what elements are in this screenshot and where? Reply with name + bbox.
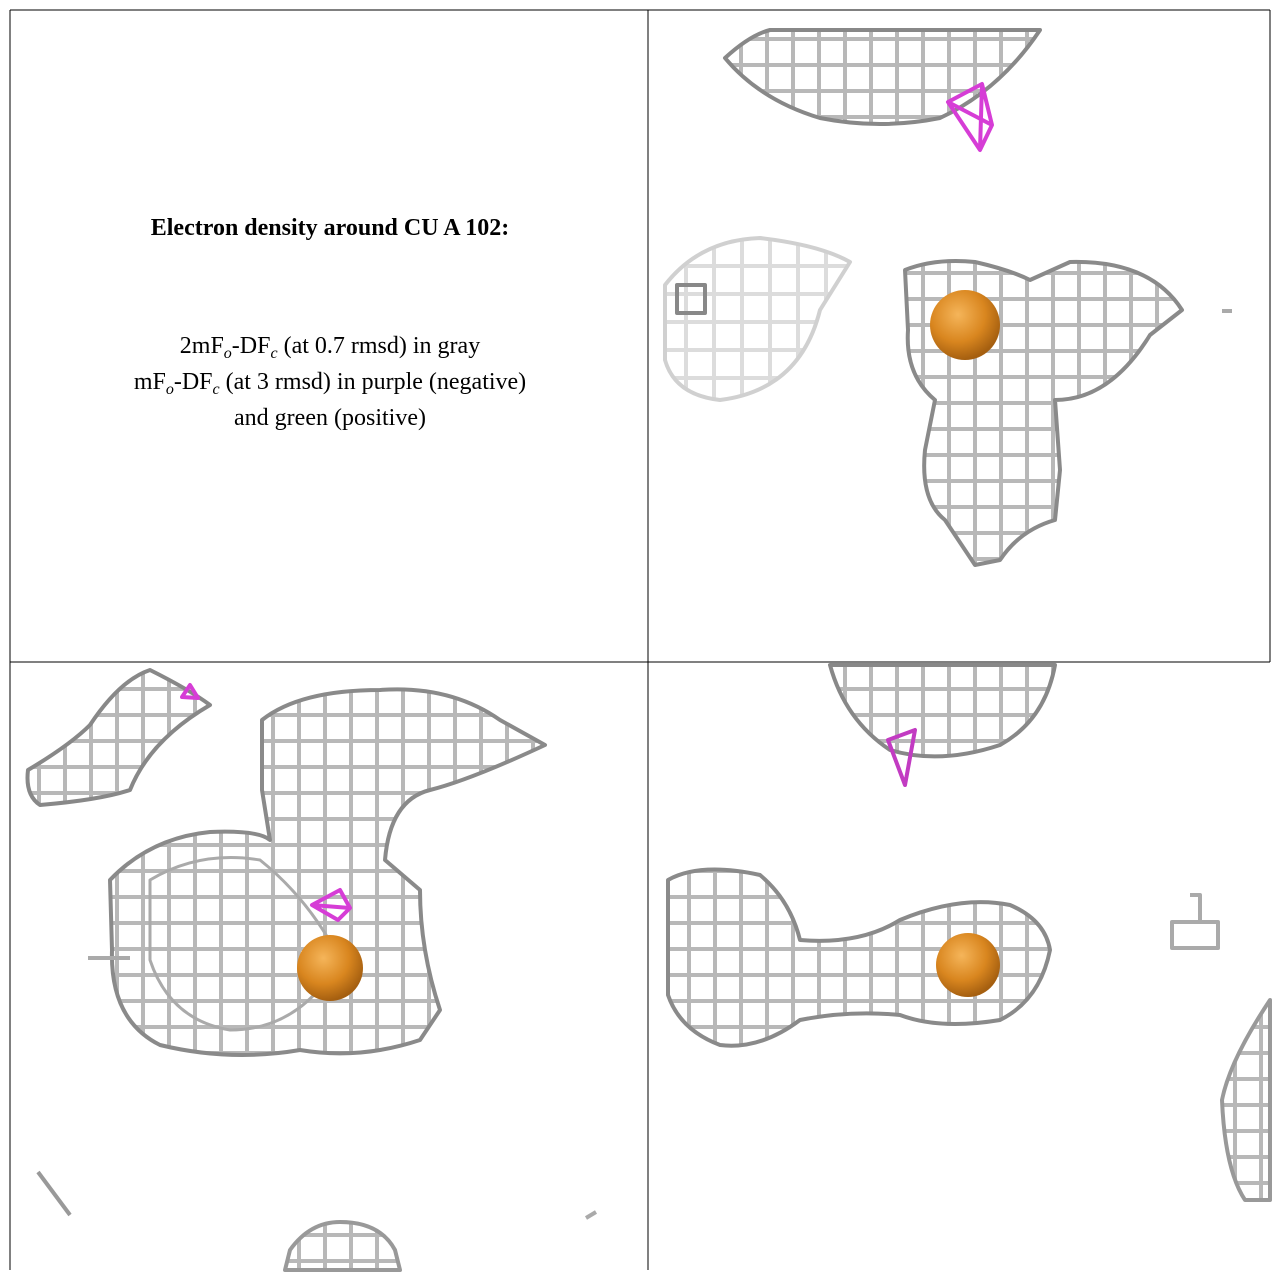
legend-text: -DF — [231, 333, 271, 359]
difference-density-negative — [180, 683, 200, 700]
density-mesh — [675, 283, 707, 315]
legend-lines: 2mFo-DFc (at 0.7 rmsd) in gray mFo-DFc (a… — [12, 328, 648, 436]
legend-text: 2mF — [179, 333, 224, 359]
density-mesh — [283, 1220, 402, 1272]
legend-text: (at 0.7 rmsd) in gray — [277, 333, 481, 359]
density-panel-1 — [663, 28, 1232, 567]
density-mesh — [663, 236, 852, 402]
density-mesh — [108, 687, 547, 1057]
copper-ion — [936, 933, 1000, 997]
density-mesh — [828, 663, 1057, 759]
density-panel-2 — [25, 668, 598, 1272]
subscript: c — [212, 381, 220, 398]
legend-panel: Electron density around CU A 102: 2mFo-D… — [12, 10, 648, 662]
subscript: o — [165, 381, 174, 398]
legend-text: and green (positive) — [234, 405, 426, 431]
density-fragment — [584, 1210, 598, 1220]
panel-title: Electron density around CU A 102: — [150, 215, 510, 241]
legend-text: mF — [133, 369, 166, 395]
difference-density-negative — [886, 728, 917, 787]
subscript: o — [223, 345, 232, 362]
legend-line: 2mFo-DFc (at 0.7 rmsd) in gray — [12, 328, 648, 364]
frame — [9, 9, 1271, 1270]
copper-ion — [297, 935, 363, 1001]
legend-line: and green (positive) — [12, 400, 648, 436]
density-mesh — [1170, 893, 1220, 950]
density-panel-3 — [666, 663, 1272, 1202]
density-fragment — [36, 1170, 72, 1217]
copper-ion — [930, 290, 1000, 360]
density-mesh — [25, 668, 212, 807]
legend-line: mFo-DFc (at 3 rmsd) in purple (negative) — [12, 364, 648, 400]
difference-density-negative — [310, 888, 352, 922]
legend-text: (at 3 rmsd) in purple (negative) — [219, 369, 527, 395]
density-mesh — [666, 867, 1052, 1048]
legend-text: -DF — [173, 369, 213, 395]
subscript: c — [270, 345, 278, 362]
density-mesh — [723, 28, 1042, 126]
difference-density-negative — [946, 82, 994, 152]
density-mesh — [1220, 998, 1272, 1202]
